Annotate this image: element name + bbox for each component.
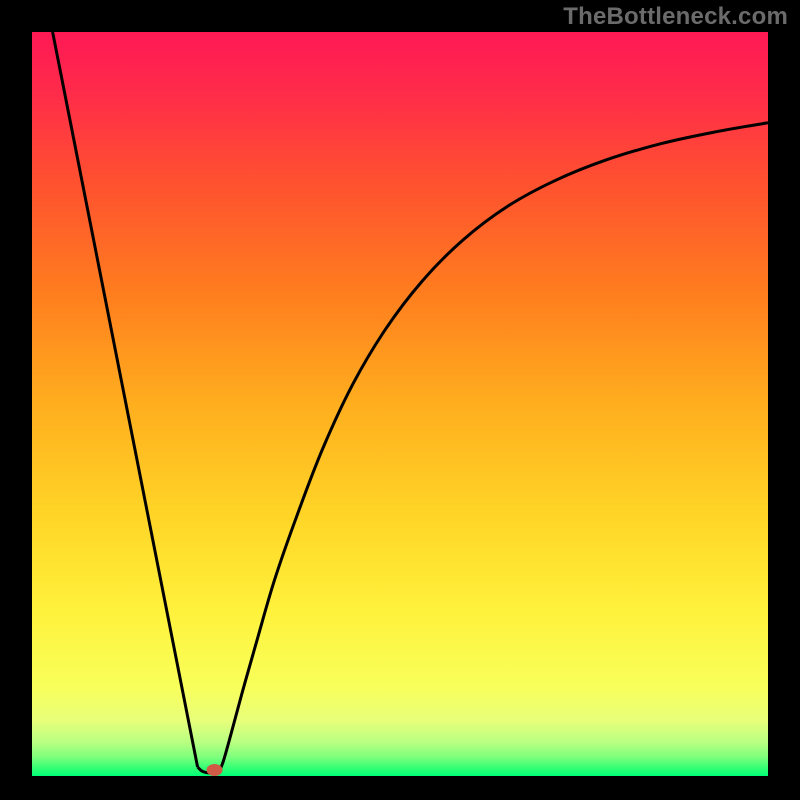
minimum-marker-dot: [207, 764, 223, 776]
watermark-label: TheBottleneck.com: [563, 3, 788, 31]
bottleneck-curve-chart: [0, 0, 800, 800]
chart-root: TheBottleneck.com: [0, 0, 800, 800]
